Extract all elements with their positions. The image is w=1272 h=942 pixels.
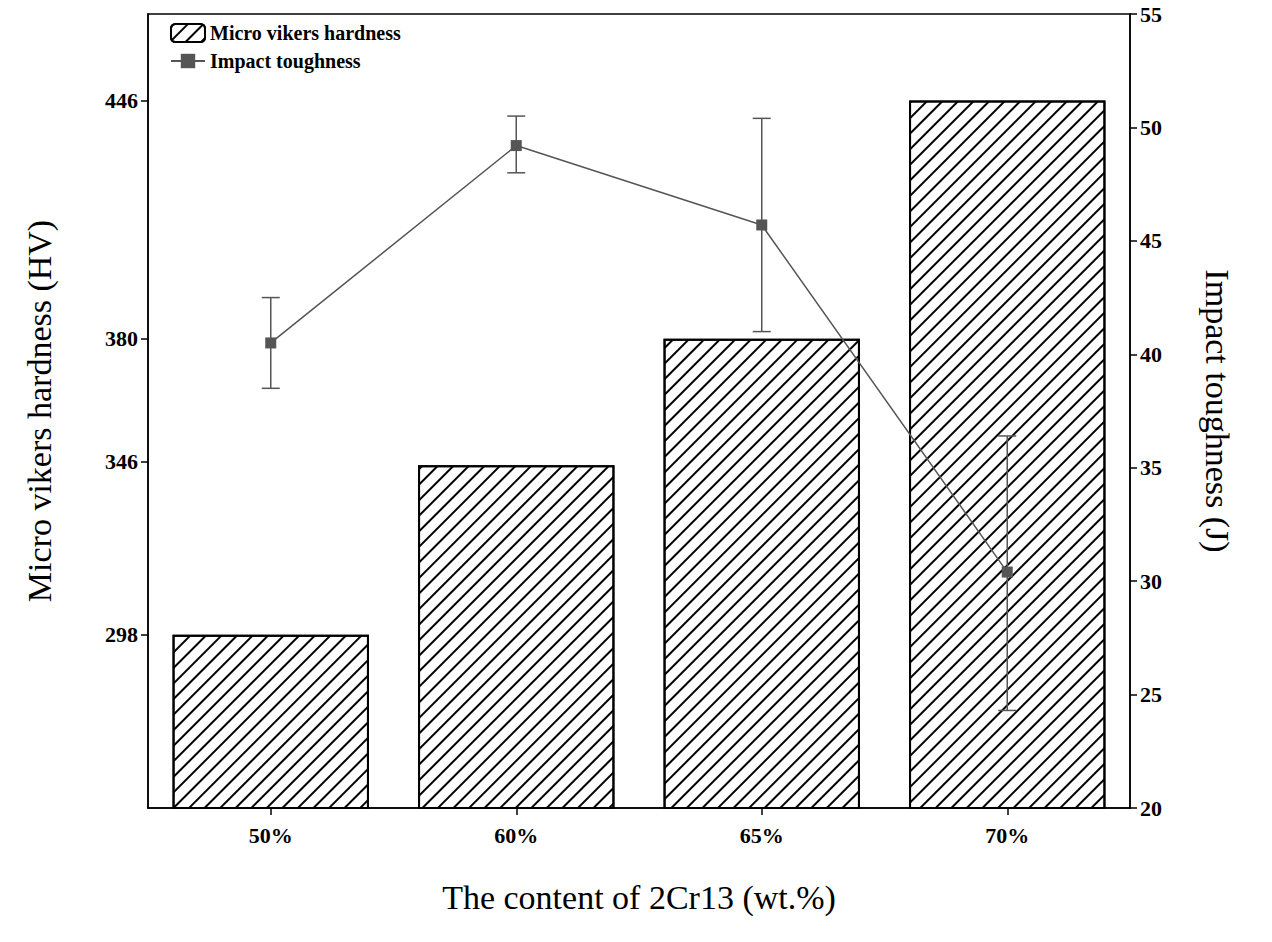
svg-text:446: 446: [105, 88, 138, 113]
svg-text:Impact toughness: Impact toughness: [210, 50, 361, 73]
svg-text:50%: 50%: [249, 823, 293, 848]
svg-text:25: 25: [1140, 682, 1162, 707]
svg-text:30: 30: [1140, 569, 1162, 594]
svg-text:Micro vikers hardness: Micro vikers hardness: [210, 22, 401, 44]
svg-text:The content of 2Cr13 (wt.%): The content of 2Cr13 (wt.%): [442, 879, 836, 917]
svg-text:298: 298: [105, 622, 138, 647]
svg-text:35: 35: [1140, 455, 1162, 480]
svg-text:40: 40: [1140, 342, 1162, 367]
svg-text:20: 20: [1140, 796, 1162, 821]
svg-text:346: 346: [105, 449, 138, 474]
svg-text:380: 380: [105, 326, 138, 351]
svg-text:50: 50: [1140, 115, 1162, 140]
svg-text:55: 55: [1140, 2, 1162, 27]
svg-text:65%: 65%: [740, 823, 784, 848]
svg-text:Impact toughness (J): Impact toughness (J): [1198, 269, 1236, 552]
svg-text:Micro vikers hardness (HV): Micro vikers hardness (HV): [21, 220, 59, 602]
svg-text:45: 45: [1140, 228, 1162, 253]
svg-text:60%: 60%: [494, 823, 538, 848]
svg-text:70%: 70%: [985, 823, 1029, 848]
